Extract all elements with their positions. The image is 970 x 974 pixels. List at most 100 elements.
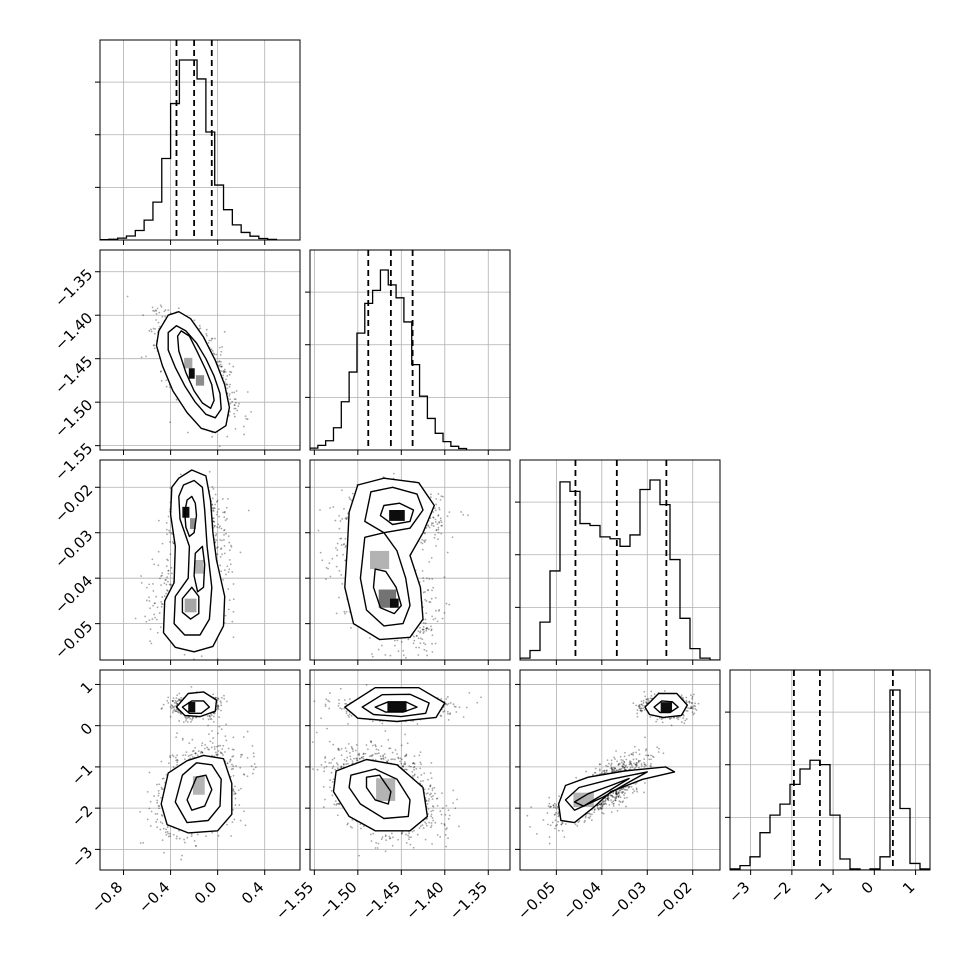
sample-point <box>435 545 437 547</box>
sample-point <box>433 525 435 527</box>
sample-point <box>154 333 156 335</box>
sample-point <box>437 527 439 529</box>
sample-point <box>213 521 215 523</box>
sample-point <box>424 599 426 601</box>
sample-point <box>142 314 144 316</box>
sample-point <box>140 575 142 577</box>
sample-point <box>228 609 230 611</box>
sample-point <box>224 512 226 514</box>
sample-point <box>161 606 163 608</box>
sample-point <box>225 519 227 521</box>
sample-point <box>150 328 152 330</box>
sample-point <box>424 541 426 543</box>
sample-point <box>430 626 432 628</box>
sample-point <box>160 575 162 577</box>
sample-point <box>170 553 172 555</box>
sample-point <box>341 518 343 520</box>
sample-point <box>231 571 233 573</box>
sample-point <box>167 560 169 562</box>
sample-point <box>230 563 232 565</box>
sample-point <box>221 553 223 555</box>
sample-point <box>237 405 239 407</box>
sample-point <box>219 565 221 567</box>
sample-point <box>233 636 235 638</box>
sample-point <box>435 521 437 523</box>
density-cell <box>189 368 195 378</box>
sample-point <box>180 473 182 475</box>
sample-point <box>447 515 449 517</box>
sample-point <box>329 507 331 509</box>
sample-point <box>430 496 432 498</box>
sample-point <box>460 511 462 513</box>
sample-point <box>226 518 228 520</box>
sample-point <box>209 471 211 473</box>
sample-point <box>213 488 215 490</box>
sample-point <box>152 583 154 585</box>
sample-point <box>219 525 221 527</box>
sample-point <box>350 627 352 629</box>
sample-point <box>184 654 186 656</box>
sample-point <box>389 655 391 657</box>
sample-point <box>212 338 214 340</box>
sample-point <box>233 583 235 585</box>
sample-point <box>206 329 208 331</box>
sample-point <box>157 564 159 566</box>
sample-point <box>167 581 169 583</box>
sample-point <box>424 532 426 534</box>
sample-point <box>432 587 434 589</box>
sample-point <box>229 393 231 395</box>
sample-point <box>440 517 442 519</box>
sample-point <box>225 378 227 380</box>
sample-point <box>212 498 214 500</box>
sample-point <box>440 499 442 501</box>
sample-point <box>234 404 236 406</box>
sample-point <box>213 353 215 355</box>
sample-point <box>159 612 161 614</box>
sample-point <box>145 621 147 623</box>
sample-point <box>231 546 233 548</box>
sample-point <box>222 579 224 581</box>
sample-point <box>152 605 154 607</box>
sample-point <box>144 616 146 618</box>
sample-point <box>233 413 235 415</box>
sample-point <box>163 310 165 312</box>
sample-point <box>153 345 155 347</box>
sample-point <box>220 364 222 366</box>
sample-point <box>433 517 435 519</box>
sample-point <box>226 375 228 377</box>
sample-point <box>441 525 443 527</box>
sample-point <box>438 507 440 509</box>
sample-point <box>222 375 224 377</box>
sample-point <box>436 529 438 531</box>
sample-point <box>228 571 230 573</box>
sample-point <box>332 506 334 508</box>
sample-point <box>221 346 223 348</box>
sample-point <box>223 539 225 541</box>
sample-point <box>212 508 214 510</box>
sample-point <box>149 607 151 609</box>
sample-point <box>247 391 249 393</box>
sample-point <box>425 630 427 632</box>
sample-point <box>420 542 422 544</box>
sample-point <box>236 390 238 392</box>
sample-point <box>208 342 210 344</box>
sample-point <box>440 533 442 535</box>
sample-point <box>212 350 214 352</box>
sample-point <box>146 587 148 589</box>
sample-point <box>156 313 158 315</box>
sample-point <box>418 630 420 632</box>
sample-point <box>430 630 432 632</box>
sample-point <box>346 611 348 613</box>
sample-point <box>168 570 170 572</box>
sample-point <box>431 578 433 580</box>
sample-point <box>438 493 440 495</box>
sample-point <box>171 572 173 574</box>
density-cell <box>196 375 204 385</box>
sample-point <box>135 618 137 620</box>
sample-point <box>248 510 250 512</box>
sample-point <box>187 432 189 434</box>
sample-point <box>154 328 156 330</box>
sample-point <box>435 504 437 506</box>
